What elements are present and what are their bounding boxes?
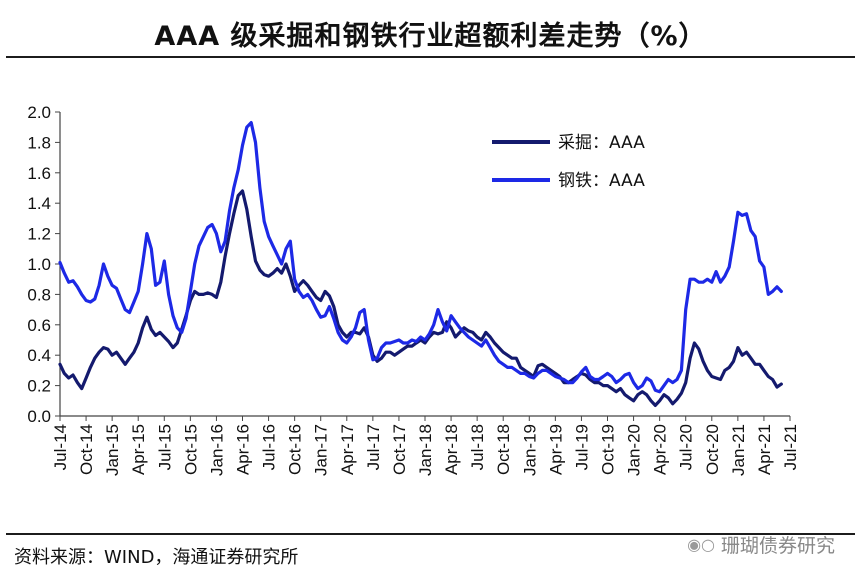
x-tick-label: Jul-19 [572,424,591,470]
title-divider [6,56,855,58]
series-line-2 [58,121,783,394]
series-line-1 [58,189,783,407]
footer-divider [6,533,855,535]
y-tick-label: 1.2 [27,225,51,244]
wechat-icon: ◉○ [687,535,715,554]
x-axis-ticks: Jul-14 Oct-14 Jan-15 Apr-15 Jul-15 Oct-15 Jan-… [51,416,800,476]
y-tick-label: 1.4 [27,194,51,213]
x-tick-label: Jul-21 [781,424,800,470]
x-tick-label: Jan-19 [520,424,539,476]
y-tick-label: 0.4 [27,346,51,365]
legend: 采掘：AAA 钢铁：AAA [492,133,645,191]
y-tick-label: 1.8 [27,133,51,152]
line-chart: 0.0 0.2 0.4 0.6 0.8 1.0 1.2 1.4 1.6 1.8 2.0 Jul-14… [27,103,800,476]
source-note: 资料来源：WIND，海通证券研究所 [14,547,299,568]
x-tick-label: Oct-18 [494,424,513,475]
y-axis-ticks: 0.0 0.2 0.4 0.6 0.8 1.0 1.2 1.4 1.6 1.8 2.0 [27,103,60,426]
x-tick-label: Apr-16 [234,424,253,475]
legend-label-2: 钢铁：AAA [558,171,645,191]
x-tick-label: Oct-16 [286,424,305,475]
x-tick-label: Jul-14 [51,424,70,470]
x-tick-label: Jul-18 [468,424,487,470]
x-tick-label: Jan-17 [312,424,331,476]
y-tick-label: 0.2 [27,377,51,396]
series-lines [58,121,783,407]
x-tick-label: Jul-16 [260,424,279,470]
y-tick-label: 0.0 [27,407,51,426]
x-tick-label: Jan-16 [207,424,226,476]
x-tick-label: Jan-15 [103,424,122,476]
x-tick-label: Apr-18 [442,424,461,475]
x-tick-label: Apr-21 [755,424,774,475]
y-tick-label: 1.6 [27,164,51,183]
x-tick-label: Apr-17 [338,424,357,475]
watermark: ◉○ 珊瑚债券研究 [687,531,835,558]
x-tick-label: Jul-15 [155,424,174,470]
x-tick-label: Oct-15 [181,424,200,475]
y-tick-label: 0.8 [27,285,51,304]
y-tick-label: 1.0 [27,255,51,274]
x-tick-label: Jan-21 [729,424,748,476]
x-tick-label: Apr-19 [546,424,565,475]
x-tick-label: Jul-20 [677,424,696,470]
x-tick-label: Jul-17 [364,424,383,470]
x-tick-label: Oct-14 [77,424,96,475]
legend-label-1: 采掘：AAA [558,133,645,153]
y-tick-label: 0.6 [27,316,51,335]
x-tick-label: Oct-17 [390,424,409,475]
watermark-label: 珊瑚债券研究 [720,535,835,557]
x-tick-label: Apr-15 [129,424,148,475]
page-title: AAA 级采掘和钢铁行业超额利差走势（%） [154,21,707,52]
x-tick-label: Jan-18 [416,424,435,476]
x-tick-label: Oct-19 [599,424,618,475]
x-tick-label: Apr-20 [651,424,670,475]
x-tick-label: Jan-20 [625,424,644,476]
y-tick-label: 2.0 [27,103,51,122]
x-tick-label: Oct-20 [703,424,722,475]
